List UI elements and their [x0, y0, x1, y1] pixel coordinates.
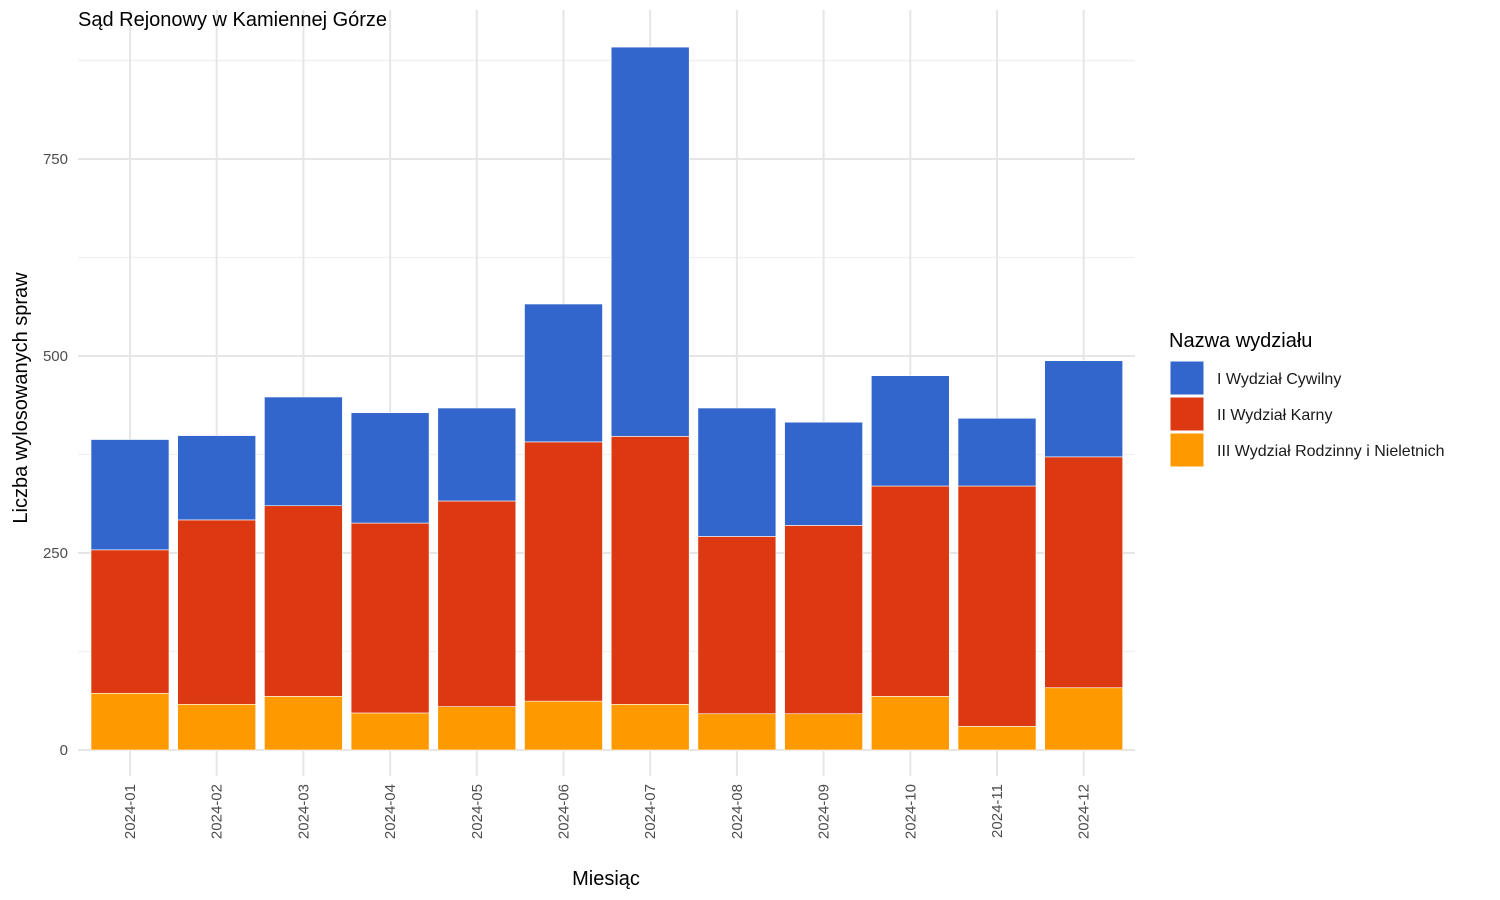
- bar-segment: [264, 696, 343, 751]
- x-tick-label: 2024-03: [295, 784, 312, 839]
- x-tick-label: 2024-01: [122, 784, 139, 839]
- x-tick-label: 2024-12: [1076, 784, 1093, 839]
- bar-segment: [1044, 687, 1123, 751]
- bar-segment: [90, 692, 170, 751]
- bar-segment: [870, 485, 950, 697]
- bar-segment: [697, 713, 777, 751]
- y-axis-title: Liczba wylosowanych spraw: [10, 272, 32, 524]
- x-tick-label: 2024-06: [556, 784, 573, 839]
- bar-segment: [784, 525, 863, 715]
- bar-segment: [957, 726, 1037, 751]
- legend: Nazwa wydziału I Wydział Cywilny II Wydzi…: [1169, 330, 1445, 468]
- bar-segment: [177, 703, 256, 751]
- bar-segment: [264, 396, 343, 507]
- legend-label: III Wydział Rodzinny i Nieletnich: [1217, 443, 1445, 460]
- bar-segment: [957, 417, 1037, 487]
- x-tick-label: 2024-09: [816, 784, 833, 839]
- bar-segment: [350, 412, 430, 524]
- x-tick-label: 2024-07: [642, 784, 659, 839]
- legend-title: Nazwa wydziału: [1169, 330, 1312, 352]
- bar-segment: [264, 505, 343, 697]
- bar-segment: [524, 303, 603, 443]
- bar-segment: [610, 436, 690, 705]
- bar-segment: [350, 522, 430, 714]
- bar-segment: [177, 519, 256, 705]
- x-tick-label: 2024-10: [902, 784, 919, 839]
- bar-segment: [350, 712, 430, 751]
- chart-title: Sąd Rejonowy w Kamiennej Górze: [78, 9, 387, 31]
- y-tick-label: 0: [60, 742, 68, 759]
- y-tick-label: 500: [43, 348, 68, 365]
- legend-key: [1169, 396, 1205, 432]
- bar-segment: [177, 435, 256, 521]
- bar-segment: [437, 500, 517, 707]
- bar-segment: [1044, 456, 1123, 689]
- bars: [90, 46, 1123, 751]
- x-axis-title: Miesiąc: [572, 868, 640, 890]
- bar-segment: [870, 696, 950, 751]
- x-tick-label: 2024-11: [989, 784, 1006, 838]
- bar-segment: [610, 703, 690, 751]
- bar-segment: [524, 700, 603, 751]
- legend-label: II Wydział Karny: [1217, 407, 1332, 424]
- x-tick-label: 2024-05: [469, 784, 486, 839]
- bar-segment: [870, 375, 950, 487]
- x-tick-label: 2024-02: [209, 784, 226, 839]
- bar-segment: [437, 706, 517, 751]
- bar-segment: [1044, 360, 1123, 458]
- legend-key: [1169, 360, 1205, 396]
- bar-segment: [784, 421, 863, 526]
- bar-segment: [524, 441, 603, 702]
- bar-segment: [697, 407, 777, 537]
- y-axis: 0 250 500 750: [43, 151, 68, 759]
- bar-segment: [610, 46, 690, 437]
- legend-key: [1169, 432, 1205, 468]
- bar-segment: [90, 439, 170, 551]
- y-tick-label: 250: [43, 545, 68, 562]
- bar-segment: [957, 485, 1037, 727]
- bar-segment: [784, 713, 863, 751]
- x-tick-label: 2024-08: [729, 784, 746, 839]
- bar-segment: [90, 549, 170, 694]
- legend-label: I Wydział Cywilny: [1217, 371, 1341, 388]
- x-axis: 2024-01 2024-02 2024-03 2024-04 2024-05 2024-…: [122, 784, 1093, 839]
- bar-segment: [697, 536, 777, 715]
- y-tick-label: 750: [43, 151, 68, 168]
- bar-segment: [437, 407, 517, 502]
- x-tick-label: 2024-04: [382, 784, 399, 839]
